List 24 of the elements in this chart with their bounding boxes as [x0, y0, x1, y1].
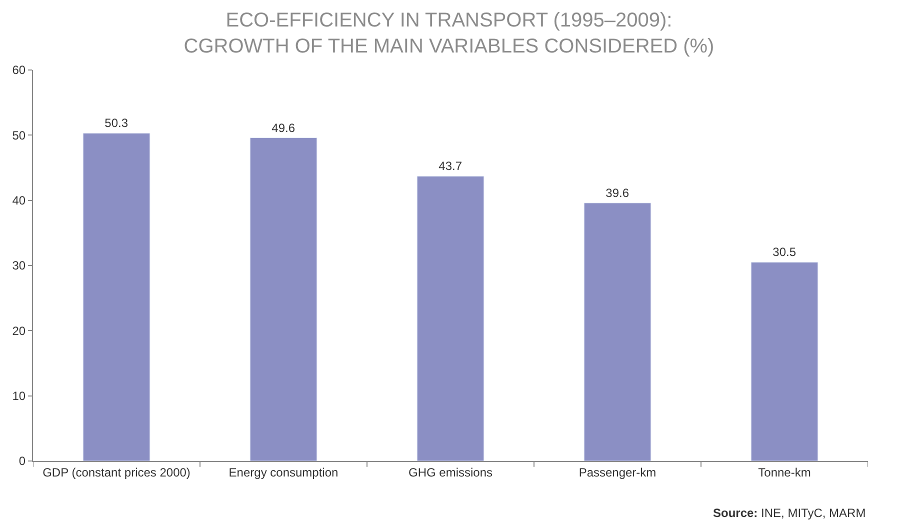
source-note: Source: INE, MITyC, MARM: [713, 506, 866, 520]
bar: [416, 176, 484, 461]
bar: [750, 262, 818, 461]
data-label: 50.3: [104, 116, 128, 130]
data-label: 39.6: [606, 186, 630, 200]
y-tick-label: 30: [12, 258, 26, 273]
y-tick-label: 50: [12, 128, 26, 142]
bar: [250, 138, 318, 461]
bar: [82, 132, 150, 461]
x-tick-label: Energy consumption: [228, 465, 338, 480]
chart-title: ECO-EFFICIENCY IN TRANSPORT (1995–2009): CGROWTH OF THE MAIN VARIABLES CONSIDERED (%): [184, 9, 714, 58]
y-tick-label: 40: [12, 194, 26, 208]
x-tick-label: GHG emissions: [408, 465, 493, 480]
x-tick-label: GDP (constant prices 2000): [42, 465, 190, 480]
data-label: 30.5: [772, 245, 796, 260]
y-tick-label: 60: [12, 63, 26, 78]
x-tick-label: Tonne-km: [758, 465, 811, 480]
y-tick-label: 10: [12, 389, 26, 404]
y-tick-label: 20: [12, 324, 26, 338]
bar: [584, 202, 652, 461]
y-tick-label: 0: [18, 454, 26, 468]
x-tick-label: Passenger-km: [578, 465, 656, 480]
data-label: 49.6: [272, 120, 296, 135]
data-label: 43.7: [438, 159, 462, 174]
